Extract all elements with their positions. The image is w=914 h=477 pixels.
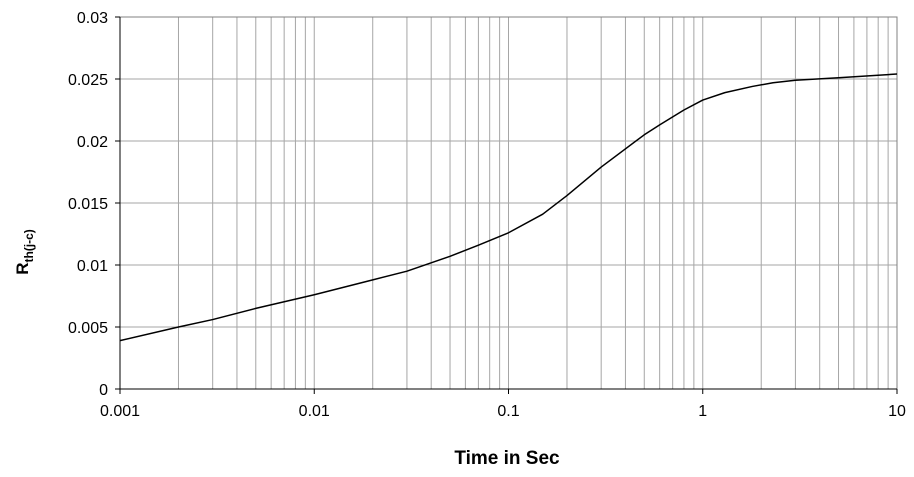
x-tick-label: 0.01 — [299, 403, 330, 420]
y-tick-label: 0.03 — [77, 10, 108, 27]
x-axis-label: Time in Sec — [454, 448, 560, 469]
y-axis — [115, 16, 121, 390]
y-axis-label-main: R — [13, 263, 32, 275]
y-tick-label: 0.025 — [68, 72, 108, 89]
y-tick-labels: 0 0.005 0.01 0.015 0.02 0.025 0.03 — [68, 10, 108, 399]
x-axis — [119, 388, 898, 394]
x-tick-label: 10 — [888, 403, 906, 420]
x-tick-label: 0.1 — [497, 403, 519, 420]
x-tick-label: 1 — [698, 403, 707, 420]
y-tick-label: 0.02 — [77, 134, 108, 151]
series-layer — [119, 73, 898, 342]
series-line — [119, 73, 898, 342]
y-axis-title: Rth(j-c) — [13, 229, 36, 275]
y-tick-label: 0.015 — [68, 196, 108, 213]
x-tick-label: 0.001 — [100, 403, 140, 420]
y-tick-label: 0.01 — [77, 258, 108, 275]
y-tick-label: 0 — [99, 382, 108, 399]
y-axis-label-subscript: th(j-c) — [22, 229, 36, 262]
y-tick-label: 0.005 — [68, 320, 108, 337]
y-axis-label: Rth(j-c) — [13, 229, 36, 275]
x-tick-labels: 0.001 0.01 0.1 1 10 — [100, 403, 906, 420]
